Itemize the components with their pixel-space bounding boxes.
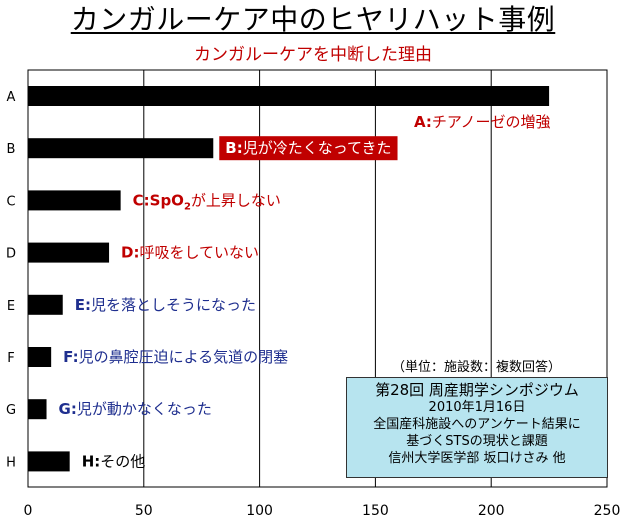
data-label: H:その他: [82, 452, 146, 470]
x-tick-label: 0: [24, 503, 33, 519]
data-label: C:SpO2が上昇しない: [133, 191, 281, 212]
y-tick-label: A: [7, 90, 16, 105]
data-label: F:児の鼻腔圧迫による気道の閉塞: [63, 348, 288, 366]
bar: [28, 190, 121, 211]
x-tick-label: 50: [135, 503, 153, 519]
info-author: 信州大学医学部 坂口けさみ 他: [388, 451, 566, 466]
bar: [28, 138, 214, 159]
data-label-background: [219, 136, 398, 161]
y-tick-label: B: [7, 142, 16, 157]
chart-subtitle: カンガルーケアを中断した理由: [194, 45, 432, 65]
x-tick-label: 250: [594, 503, 621, 519]
x-tick-label: 200: [478, 503, 505, 519]
x-tick-label: 100: [246, 503, 273, 519]
x-tick-label: 150: [362, 503, 389, 519]
bar: [28, 451, 70, 472]
bar: [28, 347, 52, 367]
info-date: 2010年1月16日: [428, 400, 526, 415]
axis-layer: 0 50 100 150 200 250 A B C D E F G H: [6, 69, 621, 519]
bar: [28, 294, 63, 315]
data-label: A:チアノーゼの増強: [414, 113, 551, 131]
y-tick-label: F: [7, 351, 14, 366]
source-info-box: 第28回 周産期学シンポジウム 2010年1月16日 全国産科施設へのアンケート…: [346, 377, 608, 478]
data-label: E:児を落としそうになった: [75, 296, 256, 314]
data-label: B:児が冷たくなってきた: [225, 139, 391, 157]
page-title: カンガルーケア中のヒヤリハット事例: [70, 3, 556, 36]
unit-note: （単位：施設数：複数回答）: [392, 360, 562, 375]
y-tick-label: H: [6, 455, 16, 470]
info-description-1: 全国産科施設へのアンケート結果に: [373, 417, 581, 432]
bar: [28, 86, 550, 106]
y-tick-label: C: [6, 194, 15, 209]
info-description-2: 基づくSTSの現状と課題: [406, 434, 548, 449]
plot-frame: [27, 69, 608, 488]
y-tick-label: G: [6, 403, 16, 418]
label-layer: A:チアノーゼの増強 B:児が冷たくなってきた C:SpO2が上昇しない D:呼吸をし…: [59, 113, 551, 470]
bar: [28, 399, 47, 420]
y-tick-label: D: [6, 247, 16, 262]
data-label: G:児が動かなくなった: [59, 400, 212, 418]
y-tick-label: E: [7, 299, 15, 314]
data-label: D:呼吸をしていない: [121, 244, 259, 262]
bar-layer: [28, 86, 550, 472]
info-symposium: 第28回 周産期学シンポジウム: [375, 381, 579, 399]
bar: [28, 242, 110, 263]
